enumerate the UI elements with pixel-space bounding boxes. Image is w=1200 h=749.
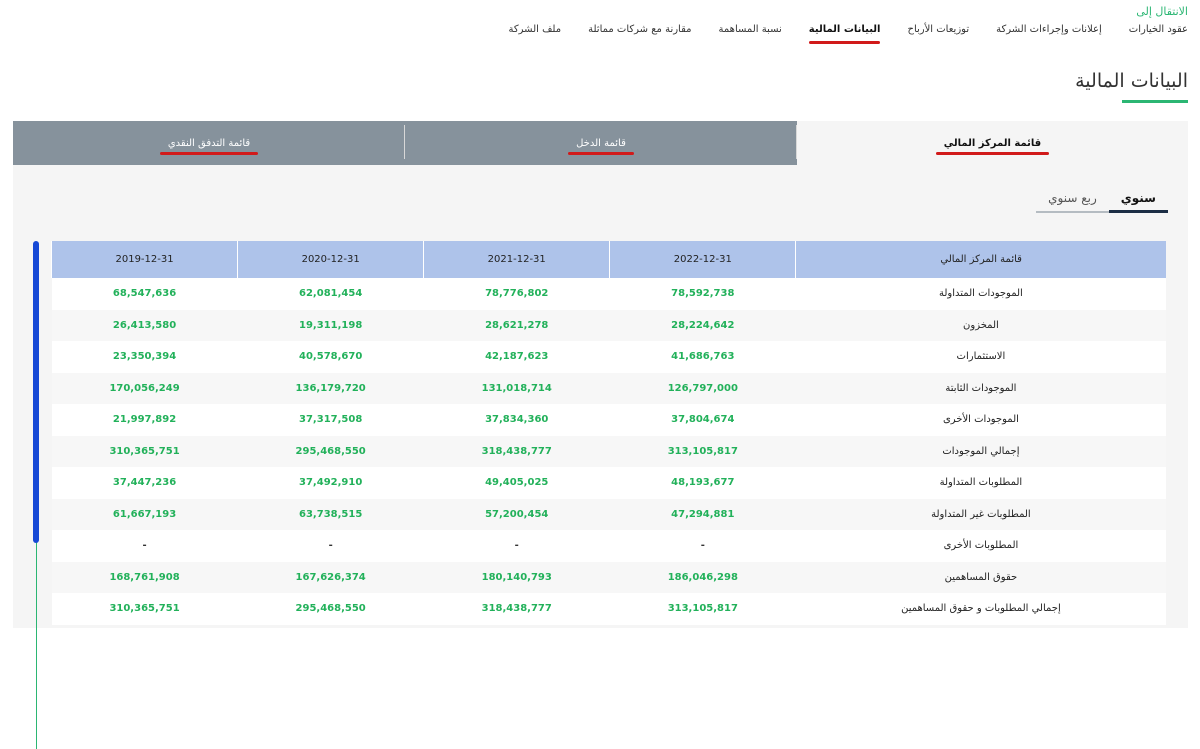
statements-panel: قائمة التدفق النقدي قائمة الدخل قائمة ال… [13, 121, 1188, 749]
scrollbar-thumb[interactable] [33, 241, 39, 543]
value-cell: 28,224,642 [609, 309, 796, 341]
table-row: إجمالي الموجودات 313,105,817 318,438,777 29… [51, 435, 1166, 467]
row-label: الموجودات الأخرى [795, 404, 1166, 436]
value-cell: 62,081,454 [237, 278, 424, 310]
value-cell: 37,804,674 [609, 404, 796, 436]
value-cell: 310,365,751 [51, 593, 238, 625]
table-row: إجمالي المطلوبات و حقوق المساهمين 313,105… [51, 593, 1166, 625]
value-cell: 313,105,817 [609, 435, 796, 467]
value-cell: 313,105,817 [609, 593, 796, 625]
value-cell: 318,438,777 [423, 593, 610, 625]
value-cell: 180,140,793 [423, 561, 610, 593]
section-nav: عقود الخيارات إعلانات وإجراءات الشركة توزي… [508, 24, 1188, 44]
row-label: حقوق المساهمين [795, 561, 1166, 593]
row-label: المخزون [795, 309, 1166, 341]
column-header-item: قائمة المركز المالي [795, 241, 1166, 278]
table-row: المطلوبات المتداولة 48,193,677 49,405,025 3… [51, 467, 1166, 499]
nav-item[interactable]: نسبة المساهمة [718, 24, 782, 35]
tab-income-statement[interactable]: قائمة الدخل [405, 121, 797, 165]
value-cell: 19,311,198 [237, 309, 424, 341]
value-cell: - [609, 530, 796, 562]
row-label: الموجودات الثابتة [795, 372, 1166, 404]
value-cell: 78,592,738 [609, 278, 796, 310]
value-cell: 61,667,193 [51, 498, 238, 530]
row-label: المطلوبات المتداولة [795, 467, 1166, 499]
tab-cashflow-label: قائمة التدفق النقدي [159, 137, 259, 155]
value-cell: 168,761,908 [51, 561, 238, 593]
value-cell: 136,179,720 [237, 372, 424, 404]
table-body: الموجودات المتداولة 78,592,738 78,776,802 6… [51, 278, 1166, 625]
table-header-row: قائمة المركز المالي 2022-12-31 2021-12-31 2… [50, 241, 1166, 278]
balance-sheet-table: قائمة المركز المالي 2022-12-31 2021-12-31 2… [50, 241, 1166, 625]
column-header-date: 2022-12-31 [609, 241, 796, 278]
value-cell: - [237, 530, 424, 562]
value-cell: 49,405,025 [423, 467, 610, 499]
row-label: المطلوبات الأخرى [795, 530, 1166, 562]
value-cell: 170,056,249 [51, 372, 238, 404]
value-cell: 37,492,910 [237, 467, 424, 499]
value-cell: 78,776,802 [423, 278, 610, 310]
value-cell: 318,438,777 [423, 435, 610, 467]
value-cell: 295,468,550 [237, 593, 424, 625]
value-cell: - [51, 530, 238, 562]
nav-item[interactable]: البيانات المالية [808, 24, 881, 44]
table-row: المطلوبات غير المتداولة 47,294,881 57,200,… [51, 498, 1166, 530]
column-header-date: 2019-12-31 [50, 241, 238, 278]
nav-item[interactable]: إعلانات وإجراءات الشركة [996, 24, 1102, 35]
value-cell: 68,547,636 [51, 278, 238, 310]
value-cell: 47,294,881 [609, 498, 796, 530]
jump-to-label: الانتقال إلى [1136, 5, 1188, 18]
period-quarterly-button[interactable]: ربع سنوي [1036, 191, 1109, 213]
row-label: إجمالي المطلوبات و حقوق المساهمين [795, 593, 1166, 625]
table-row: الموجودات الثابتة 126,797,000 131,018,714 1… [51, 372, 1166, 404]
value-cell: 26,413,580 [51, 309, 238, 341]
table-row: حقوق المساهمين 186,046,298 180,140,793 167,… [51, 561, 1166, 593]
period-toggle: سنوي ربع سنوي [1036, 191, 1168, 213]
value-cell: 42,187,623 [423, 341, 610, 373]
nav-item[interactable]: توزيعات الأرباح [907, 24, 970, 35]
value-cell: 37,447,236 [51, 467, 238, 499]
table-row: المطلوبات الأخرى - - - - [51, 530, 1166, 562]
tab-balance-sheet[interactable]: قائمة المركز المالي [797, 121, 1188, 165]
row-label: المطلوبات غير المتداولة [795, 498, 1166, 530]
row-label: إجمالي الموجودات [795, 435, 1166, 467]
table-row: الموجودات المتداولة 78,592,738 78,776,802 6… [51, 278, 1166, 310]
nav-item[interactable]: ملف الشركة [508, 24, 562, 35]
value-cell: 37,834,360 [423, 404, 610, 436]
value-cell: 295,468,550 [237, 435, 424, 467]
value-cell: - [423, 530, 610, 562]
period-annual-button[interactable]: سنوي [1108, 191, 1168, 213]
value-cell: 23,350,394 [51, 341, 238, 373]
value-cell: 48,193,677 [609, 467, 796, 499]
column-header-date: 2020-12-31 [237, 241, 424, 278]
value-cell: 28,621,278 [423, 309, 610, 341]
value-cell: 167,626,374 [237, 561, 424, 593]
value-cell: 41,686,763 [609, 341, 796, 373]
nav-item[interactable]: عقود الخيارات [1128, 24, 1188, 35]
row-label: الاستثمارات [795, 341, 1166, 373]
value-cell: 186,046,298 [609, 561, 796, 593]
statement-tabs: قائمة التدفق النقدي قائمة الدخل قائمة ال… [13, 121, 1188, 165]
value-cell: 37,317,508 [237, 404, 424, 436]
value-cell: 57,200,454 [423, 498, 610, 530]
tab-cashflow-statement[interactable]: قائمة التدفق النقدي [13, 121, 405, 165]
title-underline [1122, 100, 1188, 103]
row-label: الموجودات المتداولة [795, 278, 1166, 310]
table-row: المخزون 28,224,642 28,621,278 19,311,198 26,… [51, 309, 1166, 341]
value-cell: 131,018,714 [423, 372, 610, 404]
nav-item[interactable]: مقارنة مع شركات مماثلة [588, 24, 692, 35]
tab-balance-label: قائمة المركز المالي [935, 137, 1050, 155]
column-header-date: 2021-12-31 [423, 241, 610, 278]
value-cell: 63,738,515 [237, 498, 424, 530]
value-cell: 126,797,000 [609, 372, 796, 404]
table-row: الاستثمارات 41,686,763 42,187,623 40,578,67… [51, 341, 1166, 373]
value-cell: 21,997,892 [51, 404, 238, 436]
page-title: البيانات المالية [1075, 70, 1188, 92]
value-cell: 40,578,670 [237, 341, 424, 373]
tab-income-label: قائمة الدخل [568, 137, 634, 155]
value-cell: 310,365,751 [51, 435, 238, 467]
table-row: الموجودات الأخرى 37,804,674 37,834,360 37,3… [51, 404, 1166, 436]
